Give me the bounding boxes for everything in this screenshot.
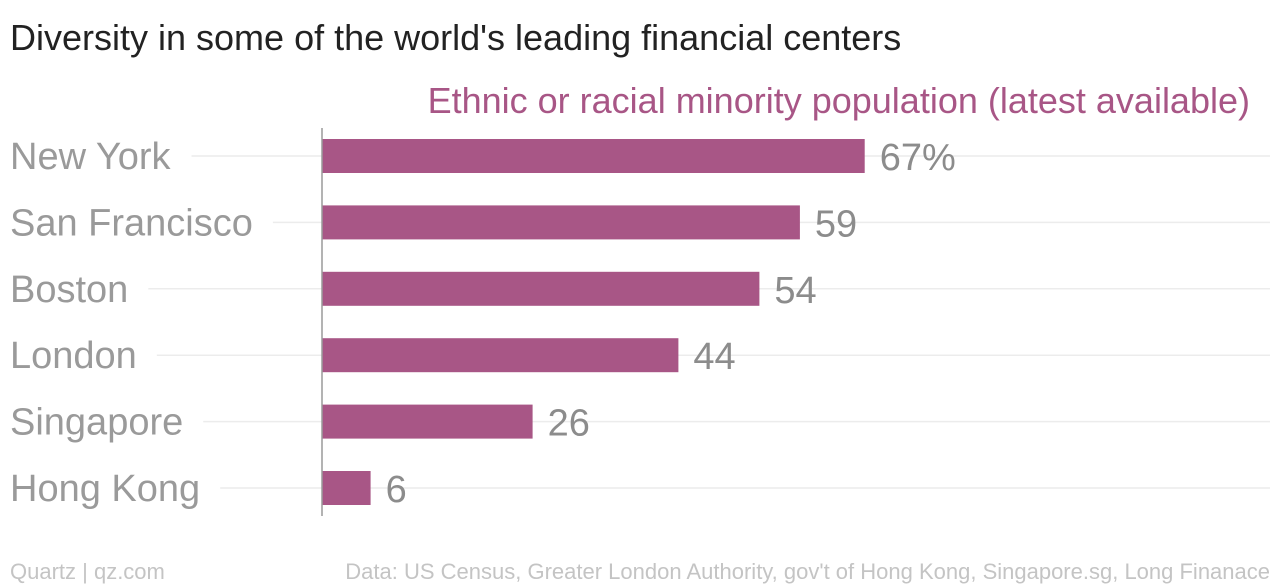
value-label-london: 44	[693, 336, 735, 378]
value-label-boston: 54	[774, 270, 816, 312]
value-label-singapore: 26	[548, 403, 590, 445]
bar-boston	[322, 271, 760, 306]
category-label-new-york: New York	[10, 136, 172, 178]
value-label-new-york: 67%	[880, 137, 956, 179]
plot-area: New York 67% San Francisco 59 Boston 54 London…	[10, 128, 1270, 516]
footer-credit: Quartz | qz.com	[10, 559, 165, 584]
category-label-boston: Boston	[10, 269, 128, 311]
bar-singapore	[322, 404, 533, 439]
bar-london	[322, 338, 679, 373]
bar-hong-kong	[322, 471, 371, 505]
category-label-singapore: Singapore	[10, 402, 183, 444]
category-label-san-francisco: San Francisco	[10, 202, 253, 244]
category-label-hong-kong: Hong Kong	[10, 468, 200, 510]
value-label-hong-kong: 6	[386, 469, 407, 511]
category-label-london: London	[10, 335, 137, 377]
bar-new-york	[322, 139, 865, 173]
footer-source: Data: US Census, Greater London Authorit…	[345, 559, 1270, 584]
value-label-san-francisco: 59	[815, 203, 857, 245]
chart-title: Diversity in some of the world's leading…	[10, 17, 901, 58]
chart-subtitle: Ethnic or racial minority population (la…	[428, 80, 1250, 121]
bar-san-francisco	[322, 205, 800, 240]
